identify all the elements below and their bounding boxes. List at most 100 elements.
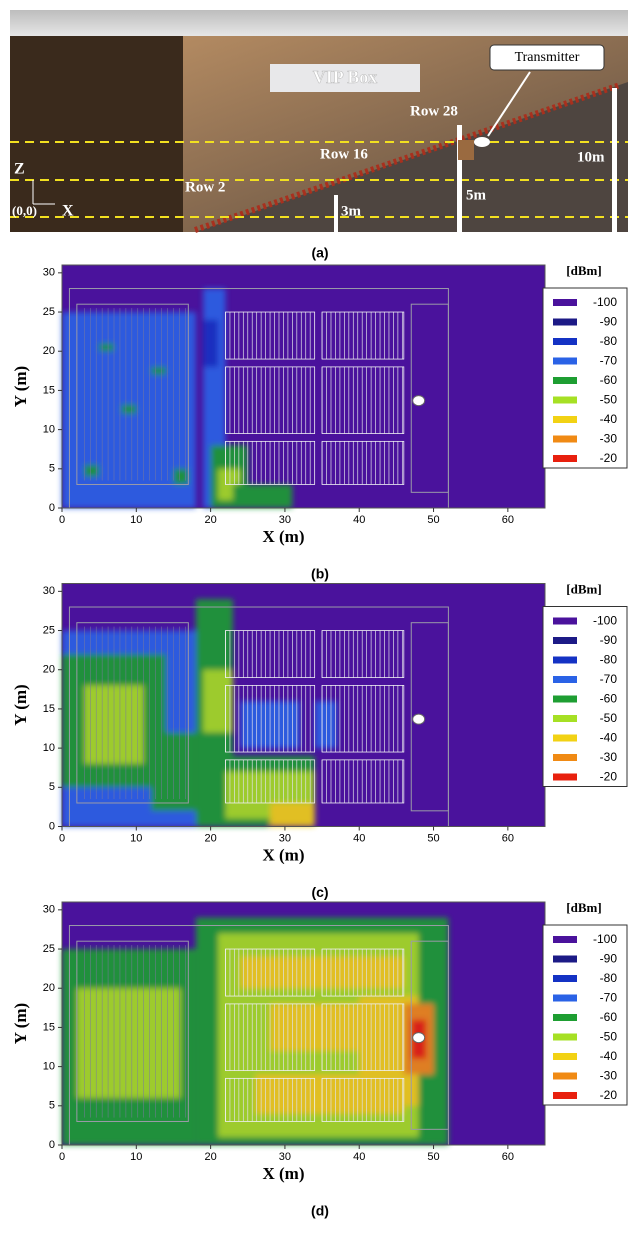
legend-swatch — [553, 357, 577, 365]
caption: (a) — [311, 245, 328, 261]
seat-block — [321, 948, 405, 997]
x-tick-label: 0 — [59, 1151, 65, 1163]
outline — [410, 303, 449, 493]
x-tick-label: 0 — [59, 514, 65, 526]
legend-swatch — [553, 994, 577, 1002]
y-tick-label: 15 — [43, 703, 55, 715]
x-axis-title: X (m) — [262, 527, 304, 546]
signal-patch — [99, 343, 115, 352]
legend-swatch — [553, 955, 577, 963]
y-tick-label: 0 — [49, 1139, 55, 1151]
legend-label: -30 — [600, 750, 618, 764]
legend-title: [dBm] — [566, 581, 601, 596]
x-tick-label: 60 — [502, 832, 514, 844]
seat-block — [225, 630, 316, 678]
y-axis-title: Y (m) — [11, 684, 30, 725]
transmitter-marker — [412, 1032, 426, 1044]
legend-swatch — [553, 676, 577, 683]
legend-label: -30 — [600, 432, 618, 446]
seat-block — [321, 630, 405, 678]
y-tick-label: 10 — [43, 1061, 55, 1073]
legend-swatch — [553, 773, 577, 781]
seat-block — [225, 440, 316, 485]
signal-patch — [173, 468, 189, 485]
transmitter-marker — [412, 713, 426, 725]
seat-block — [321, 685, 405, 753]
y-tick-label: 25 — [43, 624, 55, 636]
outline — [410, 622, 449, 812]
y-axis-title: Y (m) — [11, 1003, 30, 1044]
signal-patch — [84, 464, 100, 477]
legend-swatch — [553, 396, 577, 404]
y-tick-label: 25 — [43, 943, 55, 955]
legend-label: -60 — [600, 373, 618, 387]
seat-block — [225, 311, 316, 360]
y-tick-label: 5 — [49, 1100, 55, 1112]
y-tick-label: 25 — [43, 306, 55, 318]
legend-label: -80 — [600, 971, 618, 985]
height-label: 5m — [466, 187, 487, 203]
legend-label: -40 — [600, 412, 618, 426]
x-tick-label: 60 — [502, 1151, 514, 1163]
y-tick-label: 20 — [43, 345, 55, 357]
outline — [410, 940, 449, 1130]
y-tick-label: 15 — [43, 384, 55, 396]
x-tick-label: 30 — [279, 832, 291, 844]
transmitter-marker — [412, 395, 426, 407]
signal-patch — [203, 319, 219, 367]
x-tick-label: 0 — [59, 832, 65, 844]
signal-patch — [270, 802, 315, 827]
legend-swatch — [553, 1092, 577, 1099]
stairs — [194, 82, 621, 233]
legend-label: -70 — [600, 672, 618, 686]
stage — [76, 303, 189, 485]
x-axis-title: X (m) — [262, 1164, 304, 1183]
y-axis-title: Y (m) — [11, 366, 30, 407]
pole — [457, 125, 462, 232]
signal-patch — [121, 404, 137, 414]
seat-block — [225, 759, 316, 804]
row-label: Row 2 — [185, 179, 225, 195]
seat-block — [225, 948, 316, 997]
legend-label: -40 — [600, 1049, 618, 1063]
caption: (c) — [311, 884, 328, 900]
signal-patch — [314, 701, 337, 749]
legend-swatch — [553, 754, 577, 761]
legend-label: -90 — [600, 315, 618, 329]
legend-label: -60 — [600, 692, 618, 706]
x-tick-label: 50 — [427, 1151, 439, 1163]
legend-swatch — [553, 416, 577, 423]
seat-block — [321, 440, 405, 485]
legend-label: -50 — [600, 1030, 618, 1044]
legend-swatch — [553, 715, 577, 722]
row-label: Row 16 — [320, 146, 368, 162]
signal-patch — [151, 366, 167, 375]
x-tick-label: 10 — [130, 832, 142, 844]
y-tick-label: 10 — [43, 742, 55, 754]
y-tick-label: 30 — [43, 585, 55, 597]
y-tick-label: 5 — [49, 781, 55, 793]
panel-a: VIP Box Transmitter Row 28 Row 16 Row 2 … — [10, 10, 628, 261]
seat-block — [321, 366, 405, 434]
seat-block — [225, 1077, 316, 1122]
seat-block — [321, 1003, 405, 1071]
legend-label: -70 — [600, 354, 618, 368]
legend-swatch — [553, 435, 577, 443]
stage — [76, 940, 189, 1122]
x-tick-label: 20 — [204, 832, 216, 844]
pole — [334, 195, 338, 232]
legend-swatch — [553, 656, 577, 664]
stage — [76, 622, 189, 804]
x-tick-label: 10 — [130, 1151, 142, 1163]
signal-patch — [255, 1074, 404, 1114]
signal-patch — [76, 988, 181, 1098]
legend-label: -40 — [600, 731, 618, 745]
legend-label: -30 — [600, 1069, 618, 1083]
row-label: Row 28 — [410, 103, 458, 119]
legend-swatch — [553, 637, 577, 644]
y-tick-label: 20 — [43, 982, 55, 994]
